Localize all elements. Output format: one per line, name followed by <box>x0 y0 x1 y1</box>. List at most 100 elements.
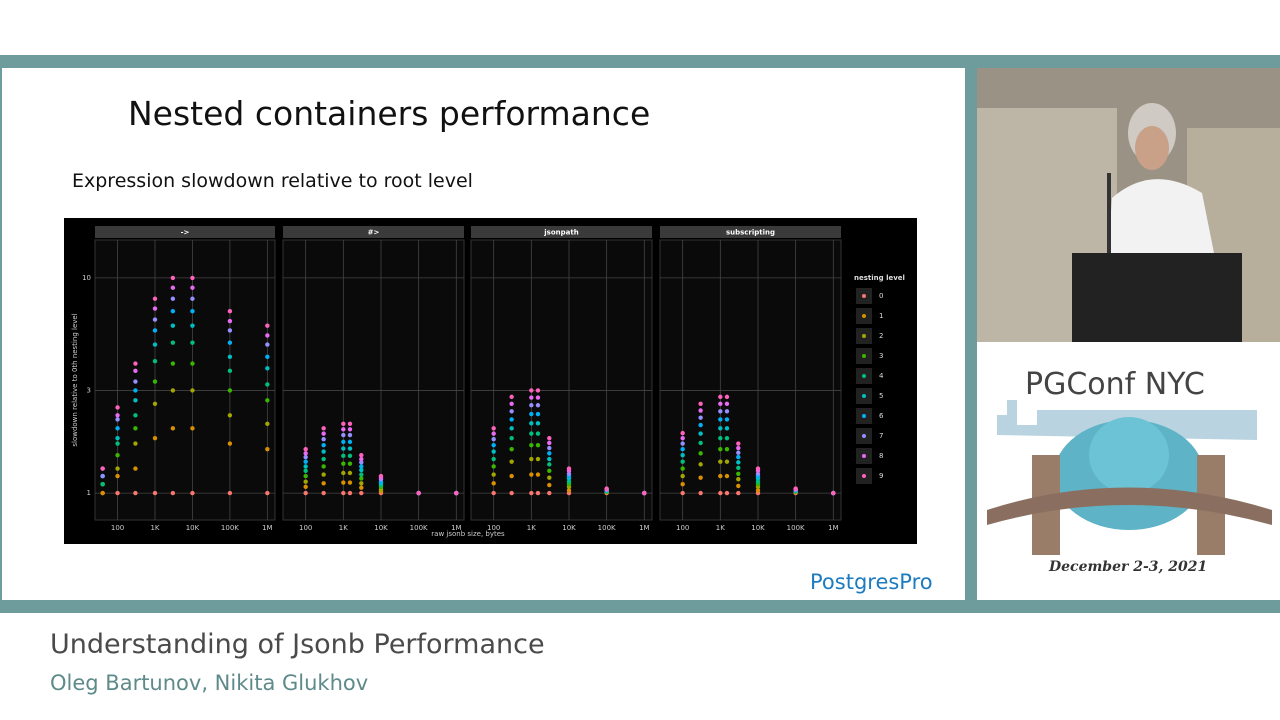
y-tick-label: 3 <box>87 386 91 394</box>
point <box>133 368 138 374</box>
point <box>529 411 534 417</box>
point <box>718 490 723 496</box>
point <box>680 441 685 446</box>
point <box>115 417 120 422</box>
point <box>718 473 723 479</box>
point <box>170 426 176 431</box>
point <box>265 446 270 452</box>
point <box>509 401 514 407</box>
point <box>321 437 326 442</box>
point <box>724 435 730 441</box>
point <box>265 366 270 371</box>
point <box>509 459 514 464</box>
point <box>547 490 552 496</box>
point <box>535 431 541 436</box>
point <box>529 490 534 496</box>
point <box>190 296 195 301</box>
point <box>698 408 703 413</box>
point <box>227 441 233 446</box>
point <box>736 454 741 460</box>
x-tick-label: 10K <box>186 524 200 532</box>
point <box>736 441 741 446</box>
point <box>347 421 353 426</box>
point <box>755 479 761 484</box>
point <box>680 453 685 458</box>
point <box>680 435 685 441</box>
frame-bottom <box>0 600 1280 613</box>
point <box>152 342 158 347</box>
panel-background <box>282 239 465 521</box>
point <box>152 328 158 333</box>
point <box>303 484 308 489</box>
point <box>190 361 195 366</box>
x-tick-label: 100 <box>111 524 124 532</box>
slide-title: Nested containers performance <box>128 94 651 133</box>
point <box>547 456 552 462</box>
point <box>341 490 346 496</box>
point <box>227 318 233 324</box>
point <box>491 481 496 486</box>
point <box>491 437 496 442</box>
point <box>724 409 730 414</box>
legend-marker <box>862 474 866 478</box>
point <box>347 470 353 476</box>
point <box>736 465 741 471</box>
point <box>698 475 703 480</box>
point <box>265 398 270 403</box>
point <box>152 490 158 496</box>
point <box>115 435 120 441</box>
point <box>152 296 158 301</box>
point <box>321 464 326 469</box>
point <box>509 473 514 479</box>
point <box>303 446 308 452</box>
point <box>265 490 270 496</box>
frame-top <box>0 55 1280 68</box>
point <box>265 354 270 359</box>
point <box>724 426 730 431</box>
point <box>115 473 120 479</box>
point <box>170 275 176 281</box>
legend-marker <box>862 394 866 398</box>
point <box>535 472 541 477</box>
point <box>115 441 120 446</box>
point <box>303 468 308 473</box>
strip-label: subscripting <box>726 229 775 237</box>
point <box>152 401 158 407</box>
point <box>491 464 496 469</box>
conference-logo: PGConf NYC December 2-3, 2021 <box>977 345 1280 600</box>
x-tick-label: 1M <box>639 524 650 532</box>
point <box>227 490 233 496</box>
point <box>190 285 195 290</box>
point <box>509 426 514 431</box>
point <box>359 453 364 458</box>
point <box>133 441 138 446</box>
y-tick-label: 1 <box>87 489 91 497</box>
legend-label: 8 <box>879 452 883 460</box>
point <box>718 459 723 464</box>
x-tick-label: 100K <box>410 524 428 532</box>
strip-label: -> <box>181 229 190 237</box>
point <box>724 417 730 422</box>
point <box>529 388 534 393</box>
point <box>341 421 346 426</box>
legend-marker <box>862 434 866 438</box>
conference-name: PGConf NYC <box>1025 367 1205 402</box>
point <box>152 306 158 311</box>
point <box>227 328 233 333</box>
point <box>509 409 514 414</box>
legend-label: 9 <box>879 472 883 480</box>
point <box>265 421 270 426</box>
point <box>509 446 514 452</box>
point <box>347 427 353 432</box>
point <box>303 490 308 496</box>
strip-label: jsonpath <box>543 229 578 237</box>
point <box>190 490 195 496</box>
x-tick-label: 10K <box>751 524 765 532</box>
point <box>718 394 723 400</box>
point <box>509 394 514 400</box>
point <box>529 421 534 426</box>
point <box>491 449 496 454</box>
point <box>115 426 120 431</box>
point <box>509 435 514 441</box>
point <box>190 340 195 345</box>
